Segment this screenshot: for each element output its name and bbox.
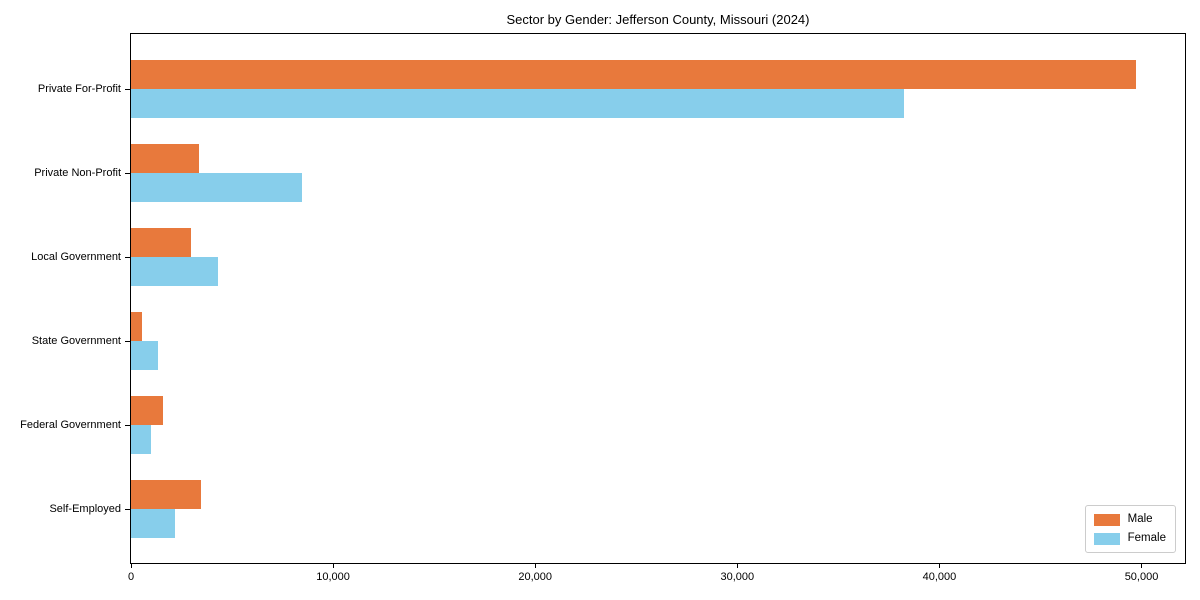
x-tick-0 xyxy=(130,563,132,568)
legend-label-female: Female xyxy=(1127,532,1166,544)
bar-female-private-non-profit xyxy=(131,173,302,202)
bar-female-state-government xyxy=(131,341,158,370)
y-tick-federal-government xyxy=(125,424,131,426)
category-label-private-for-profit: Private For-Profit xyxy=(37,83,121,95)
legend-item-female: Female xyxy=(1093,532,1166,545)
bar-female-local-government xyxy=(131,257,218,286)
x-tick-label-20000: 20,000 xyxy=(518,571,553,583)
bar-male-private-for-profit xyxy=(131,60,1136,89)
x-tick-20000 xyxy=(534,563,536,568)
bar-female-federal-government xyxy=(131,425,151,454)
female-swatch xyxy=(1093,532,1120,545)
bar-male-federal-government xyxy=(131,396,163,425)
bar-female-private-for-profit xyxy=(131,89,904,118)
x-tick-label-30000: 30,000 xyxy=(720,571,755,583)
y-tick-private-non-profit xyxy=(125,172,131,174)
legend-label-male: Male xyxy=(1127,513,1153,525)
category-label-private-non-profit: Private Non-Profit xyxy=(34,167,121,179)
x-tick-label-40000: 40,000 xyxy=(922,571,957,583)
legend-item-male: Male xyxy=(1093,513,1166,526)
y-tick-self-employed xyxy=(125,508,131,510)
x-tick-label-10000: 10,000 xyxy=(316,571,350,583)
y-tick-state-government xyxy=(125,340,131,342)
x-tick-40000 xyxy=(938,563,940,568)
bar-female-self-employed xyxy=(131,509,175,538)
x-tick-label-0: 0 xyxy=(127,571,135,583)
category-label-local-government: Local Government xyxy=(31,251,121,263)
category-label-state-government: State Government xyxy=(31,335,121,347)
x-tick-50000 xyxy=(1141,563,1143,568)
bar-male-private-non-profit xyxy=(131,144,199,173)
male-swatch xyxy=(1093,513,1120,526)
bar-male-state-government xyxy=(131,312,142,341)
x-tick-10000 xyxy=(332,563,334,568)
category-label-self-employed: Self-Employed xyxy=(49,503,121,515)
plot-area: Private For-Profit Private Non-Profit Loca… xyxy=(20,33,1186,583)
category-label-federal-government: Federal Government xyxy=(20,419,121,431)
bar-male-self-employed xyxy=(131,480,201,509)
legend: Male Female xyxy=(1084,505,1176,553)
x-tick-30000 xyxy=(736,563,738,568)
bar-male-local-government xyxy=(131,228,191,257)
y-tick-private-for-profit xyxy=(125,88,131,90)
x-tick-label-50000: 50,000 xyxy=(1124,571,1159,583)
chart-title: Sector by Gender: Jefferson County, Miss… xyxy=(506,12,810,27)
y-tick-local-government xyxy=(125,256,131,258)
